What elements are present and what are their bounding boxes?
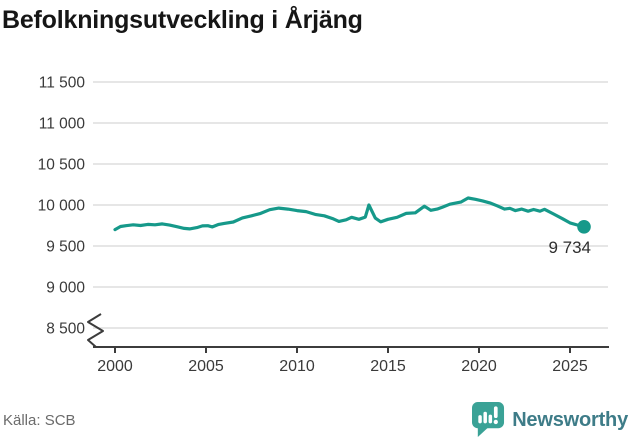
x-axis-tick-label: 2000: [97, 358, 133, 375]
x-axis-tick-label: 2005: [188, 358, 224, 375]
chart-title: Befolkningsutveckling i Årjäng: [2, 6, 363, 34]
y-axis-tick-label: 9 000: [46, 280, 85, 297]
axis-break-zigzag: [87, 313, 104, 348]
y-axis-tick-label: 10 500: [38, 157, 86, 174]
source-note: Källa: SCB: [3, 412, 76, 429]
newsworthy-bubble-chart-icon: [472, 402, 505, 437]
y-axis-tick-label: 9 500: [46, 239, 85, 256]
x-axis-tick-label: 2015: [370, 358, 406, 375]
x-axis-tick-label: 2010: [279, 358, 315, 375]
y-axis-tick-label: 8 500: [46, 321, 85, 338]
x-axis-tick-label: 2020: [461, 358, 497, 375]
population-line: [113, 196, 586, 232]
x-axis-tick-label: 2025: [552, 358, 588, 375]
y-axis-tick-label: 11 000: [39, 116, 86, 133]
newsworthy-wordmark: Newsworthy: [512, 408, 628, 431]
y-axis-tick-label: 11 500: [39, 75, 86, 92]
newsworthy-logo[interactable]: Newsworthy: [472, 402, 628, 438]
end-value-label: 9 734: [548, 238, 591, 257]
y-axis-tick-label: 10 000: [38, 198, 86, 215]
last-point-dot: [577, 220, 591, 234]
